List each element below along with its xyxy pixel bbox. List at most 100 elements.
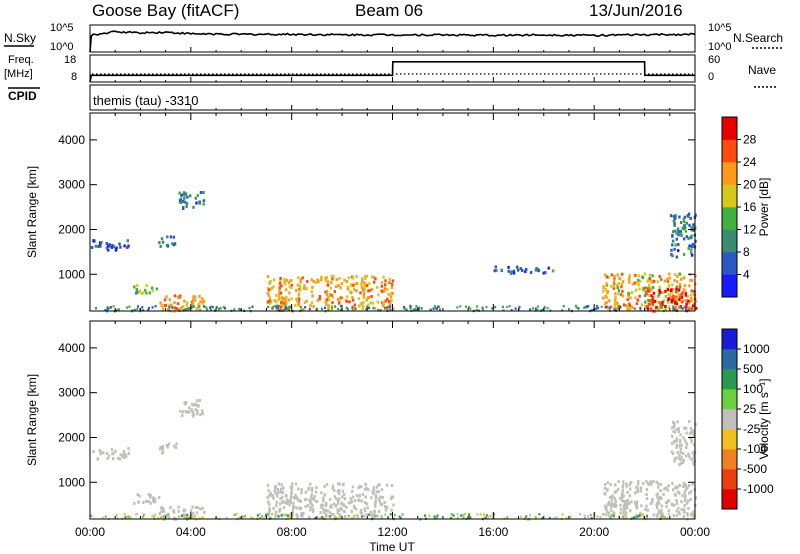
heatmap-cell	[383, 306, 387, 310]
heatmap-cell	[456, 306, 459, 309]
heatmap-cell	[370, 287, 374, 291]
heatmap-cell	[677, 230, 680, 234]
heatmap-cell	[660, 496, 663, 500]
heatmap-cell	[675, 501, 679, 505]
heatmap-cell	[136, 493, 139, 497]
heatmap-cell	[680, 293, 683, 296]
heatmap-cell	[319, 517, 322, 520]
heatmap-cell	[325, 293, 328, 297]
heatmap-cell	[672, 429, 675, 433]
heatmap-cell	[135, 287, 138, 291]
heatmap-cell	[690, 440, 693, 444]
heatmap-cell	[660, 504, 663, 508]
heatmap-cell	[374, 514, 377, 517]
heatmap-cell	[683, 497, 687, 501]
heatmap-cell	[607, 511, 611, 515]
heatmap-cell	[687, 247, 690, 251]
heatmap-cell	[678, 453, 681, 457]
heatmap-cell	[616, 283, 619, 287]
heatmap-cell	[607, 500, 611, 504]
heatmap-cell	[309, 304, 312, 308]
heatmap-cell	[291, 514, 294, 518]
heatmap-cell	[674, 273, 677, 276]
heatmap-cell	[338, 489, 341, 492]
heatmap-cell	[433, 515, 436, 518]
heatmap-cell	[316, 298, 319, 302]
heatmap-cell	[620, 285, 623, 289]
heatmap-cell	[690, 234, 693, 238]
heatmap-cell	[677, 233, 680, 237]
heatmap-cell	[101, 516, 104, 520]
heatmap-cell	[627, 292, 631, 296]
heatmap-cell	[675, 498, 678, 502]
heatmap-cell	[189, 509, 193, 513]
heatmap-cell	[372, 488, 375, 492]
heatmap-cell	[154, 500, 157, 504]
heatmap-cell	[633, 491, 637, 495]
heatmap-cell	[324, 504, 327, 508]
heatmap-cell	[181, 410, 185, 414]
heatmap-cell	[679, 438, 682, 442]
heatmap-cell	[172, 235, 176, 239]
heatmap-cell	[343, 493, 346, 497]
heatmap-cell	[203, 299, 206, 303]
heatmap-cell	[378, 483, 381, 487]
heatmap-cell	[630, 290, 633, 294]
heatmap-cell	[386, 297, 389, 301]
heatmap-cell	[365, 298, 368, 302]
heatmap-cell	[282, 486, 285, 490]
colorbar-swatch	[722, 389, 737, 410]
heatmap-cell	[595, 307, 598, 310]
heatmap-cell	[508, 305, 511, 308]
heatmap-cell	[682, 253, 686, 256]
heatmap-cell	[145, 284, 148, 288]
colorbar-swatch	[722, 184, 737, 208]
heatmap-cell	[671, 243, 674, 247]
heatmap-cell	[617, 292, 620, 296]
heatmap-cell	[390, 508, 393, 512]
heatmap-cell	[625, 501, 629, 504]
heatmap-cell	[115, 514, 118, 517]
heatmap-cell	[351, 517, 354, 520]
heatmap-cell	[336, 499, 339, 503]
heatmap-cell	[519, 267, 522, 271]
heatmap-cell	[355, 494, 358, 498]
heatmap-cell	[678, 298, 681, 302]
heatmap-cell	[386, 307, 389, 311]
heatmap-cell	[358, 304, 361, 308]
heatmap-cell	[529, 308, 532, 311]
heatmap-cell	[339, 296, 342, 300]
cpid-text: themis (tau) -3310	[93, 93, 199, 108]
heatmap-cell	[643, 294, 647, 297]
heatmap-cell	[639, 511, 642, 515]
heatmap-cell	[149, 495, 152, 499]
heatmap-cell	[158, 447, 162, 451]
heatmap-cell	[367, 303, 370, 307]
heatmap-cell	[361, 304, 365, 308]
heatmap-cell	[644, 304, 647, 308]
heatmap-cell	[602, 289, 605, 293]
heatmap-cell	[182, 509, 185, 513]
heatmap-cell	[192, 516, 195, 520]
heatmap-cell	[119, 453, 122, 457]
heatmap-cell	[279, 291, 283, 295]
heatmap-cell	[195, 511, 199, 515]
heatmap-cell	[269, 279, 272, 283]
heatmap-cell	[175, 307, 179, 311]
heatmap-cell	[659, 489, 662, 492]
heatmap-cell	[309, 498, 312, 502]
heatmap-cell	[607, 276, 610, 279]
heatmap-cell	[666, 488, 669, 492]
heatmap-cell	[267, 500, 270, 504]
heatmap-cell	[127, 451, 131, 455]
heatmap-cell	[424, 514, 426, 517]
heatmap-cell	[191, 505, 194, 509]
heatmap-cell	[296, 498, 300, 502]
heatmap-cell	[628, 501, 631, 505]
heatmap-cell	[628, 494, 632, 498]
heatmap-cell	[614, 295, 617, 299]
heatmap-cell	[331, 484, 335, 488]
heatmap-cell	[631, 282, 635, 286]
heatmap-cell	[432, 307, 435, 310]
heatmap-cell	[147, 309, 150, 312]
